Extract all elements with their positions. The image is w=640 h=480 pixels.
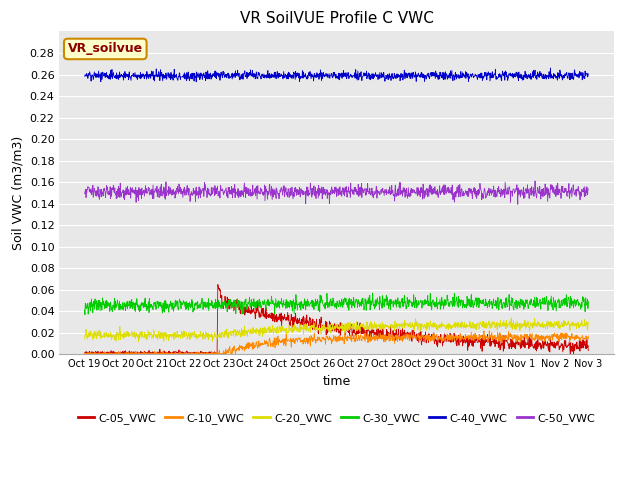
Y-axis label: Soil VWC (m3/m3): Soil VWC (m3/m3) <box>11 136 24 250</box>
X-axis label: time: time <box>323 375 351 388</box>
Text: VR_soilvue: VR_soilvue <box>68 42 143 56</box>
Title: VR SoilVUE Profile C VWC: VR SoilVUE Profile C VWC <box>239 11 433 26</box>
Legend: C-05_VWC, C-10_VWC, C-20_VWC, C-30_VWC, C-40_VWC, C-50_VWC: C-05_VWC, C-10_VWC, C-20_VWC, C-30_VWC, … <box>73 408 600 428</box>
